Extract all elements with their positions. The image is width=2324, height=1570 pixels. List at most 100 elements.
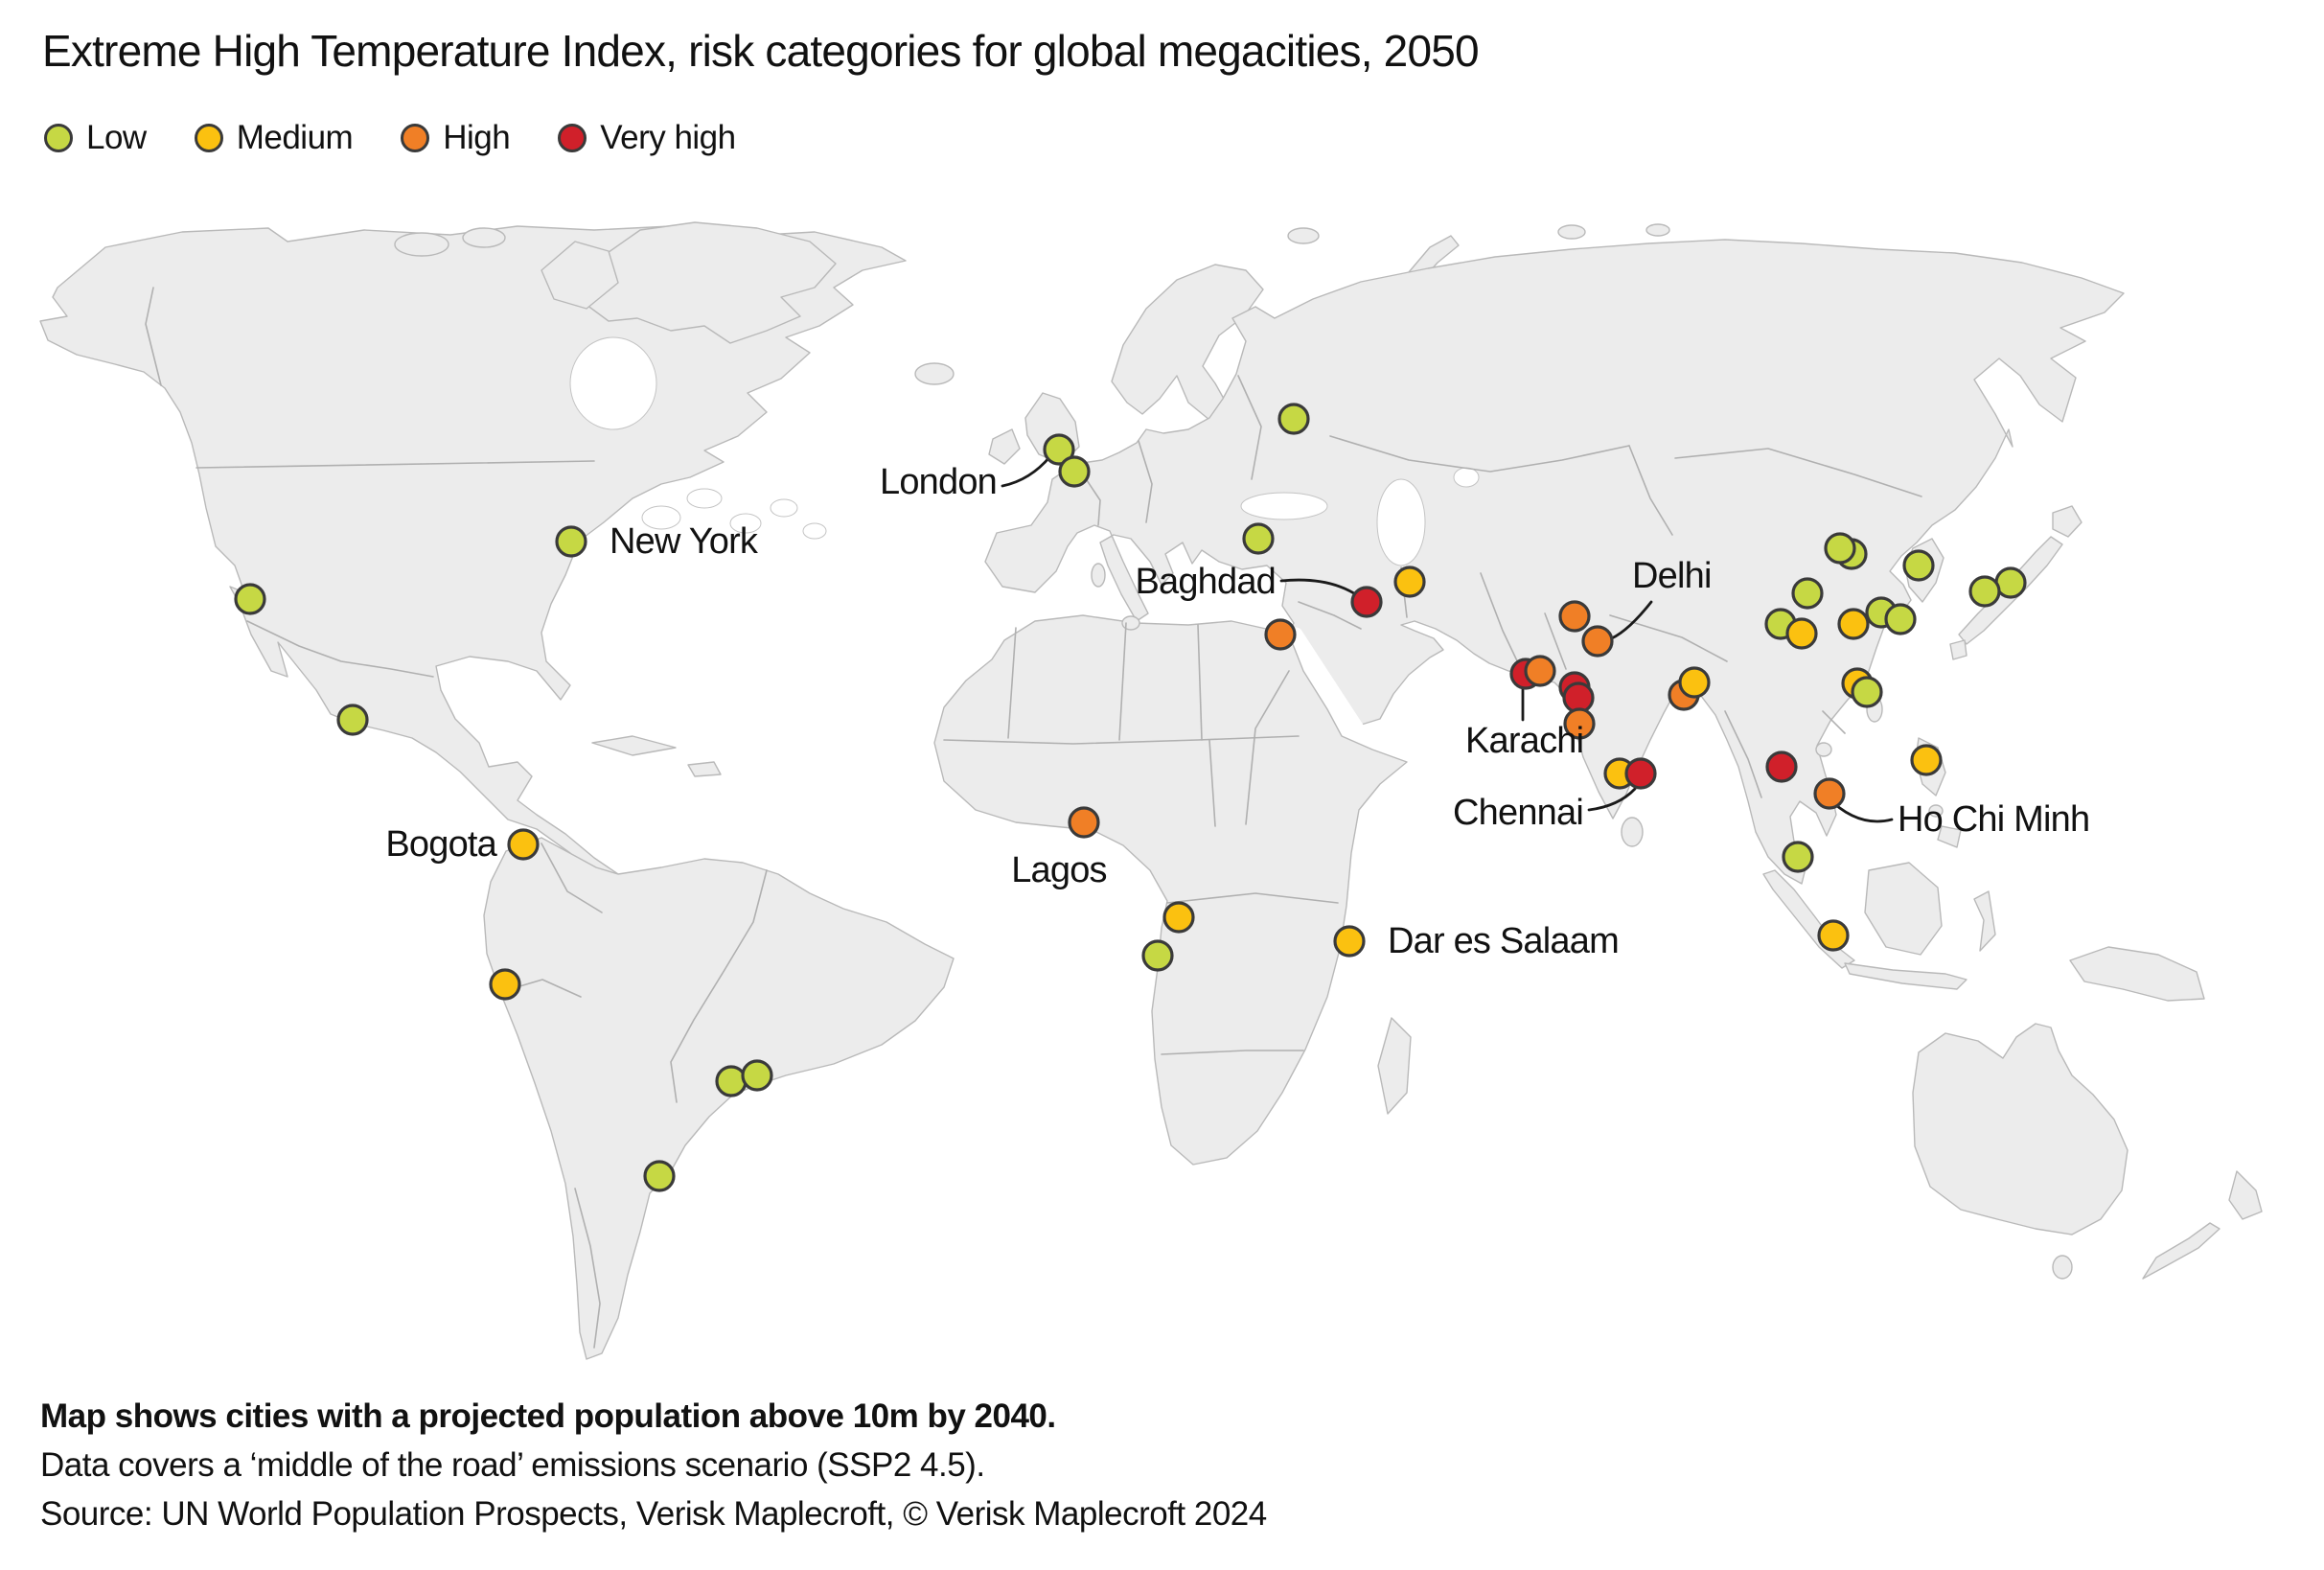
city-dot-dot-03-low [715,1065,748,1097]
city-dot-dot-23-low [1782,841,1814,873]
caspian-sea [1376,478,1426,566]
island-java [1844,962,1967,990]
city-dot-dot-11-high [1264,618,1297,651]
great-lake [770,498,798,518]
island-sumatra [1762,869,1855,969]
city-dot-dot-30-low [1968,575,2001,608]
city-dot-dot-27-low [1824,532,1856,565]
city-label-chennai: Chennai [1453,793,1583,833]
city-dot-new-york-low [555,525,587,558]
landmass-scandinavia [1111,264,1264,421]
city-dot-dot-36-low [1884,603,1917,635]
island-madagascar [1377,1017,1412,1115]
island-hainan [1815,742,1832,757]
city-dot-delhi-high [1581,625,1614,658]
red-sea [1288,627,1365,736]
great-lake [686,488,723,509]
city-dot-lagos-high [1068,806,1100,839]
hudson-bay [569,336,657,430]
island-hokkaido [2052,505,2082,538]
legend-label-high: High [443,119,511,156]
island-tasmania [2052,1255,2073,1280]
city-dot-dot-06-medium [489,968,521,1001]
island-visayas [1928,804,1944,818]
island-mindanao [1937,825,1962,848]
city-label-dar-es-salaam: Dar es Salaam [1388,921,1619,961]
island-borneo [1864,862,1943,956]
island-new-zealand-south [2142,1222,2220,1280]
city-dot-dot-28-low [1902,549,1935,582]
landmass-south-america [483,837,955,1360]
city-dot-dot-01-low [234,583,266,615]
island-iceland [914,362,955,385]
city-dot-bogota-medium [507,828,540,861]
landmass-australia [1912,1023,2128,1235]
city-dot-dot-22-very_high [1765,750,1798,783]
island-sri-lanka [1621,817,1644,847]
city-dot-dot-38-low [1851,676,1883,708]
city-dot-dot-12-medium [1162,901,1195,934]
water-bodies [569,336,1480,736]
legend-swatch-very-high-icon [558,124,587,152]
island-cuba [591,735,677,756]
city-dot-dar-es-salaam-medium [1333,925,1366,958]
legend-swatch-medium-icon [194,124,223,152]
city-dot-dot-21-medium [1678,666,1711,699]
city-dot-dot-15-high [1524,655,1556,687]
great-lake [802,522,827,540]
footnotes: Map shows cities with a projected popula… [40,1392,1267,1538]
city-dot-dot-08-low [1277,403,1310,435]
footnote-source: Source: UN World Population Prospects, V… [40,1495,1267,1533]
arctic-island [1645,223,1670,237]
island-hispaniola [687,761,722,777]
island-ireland [988,428,1021,465]
island-sulawesi [1973,890,1996,952]
city-dots [234,403,2027,1192]
city-label-ho-chi-minh: Ho Chi Minh [1898,799,2089,840]
legend-item-very-high: Very high [558,119,736,157]
city-label-new-york: New York [610,521,759,562]
great-lake [729,513,762,534]
legend-label-medium: Medium [236,119,354,156]
city-dot-dot-07-low [1058,455,1091,488]
city-label-bogota: Bogota [385,824,497,865]
city-dot-dot-34-medium [1837,608,1870,640]
city-label-karachi: Karachi [1465,721,1583,761]
city-dot-baghdad-very_high [1350,586,1383,618]
arctic-island [394,232,449,257]
city-dot-dot-24-medium [1817,919,1850,952]
arctic-island [462,227,506,248]
legend-label-low: Low [86,119,147,156]
legend-label-very-high: Very high [600,119,736,156]
city-dot-dot-09-low [1242,522,1275,555]
legend-swatch-low-icon [44,124,73,152]
city-dot-dot-14-high [1558,600,1591,633]
city-dot-chennai-very_high [1624,757,1657,790]
city-dot-london-low [1043,433,1075,466]
legend-swatch-high-icon [401,124,430,152]
island-kyushu [1949,639,1967,660]
city-labels: New York Bogota London Baghdad Lagos Dar es S… [385,462,2090,961]
landmass-greenland [586,221,837,344]
legend-item-medium: Medium [194,119,354,157]
legend-item-low: Low [44,119,147,157]
page-title: Extreme High Temperature Index, risk cat… [42,26,1480,76]
city-label-delhi: Delhi [1632,556,1712,596]
callout-line-london [1001,454,1052,488]
city-dot-dot-02-low [336,704,369,736]
city-dot-ho-chi-minh-high [1813,777,1846,810]
country-borders [145,287,1922,1349]
arctic-island [1557,224,1586,240]
arctic-island-baffin [541,241,619,310]
footnote-population: Map shows cities with a projected popula… [40,1397,1056,1435]
landmass-eurasia [984,239,2125,885]
city-label-london: London [880,462,997,502]
island-new-guinea [2069,946,2205,1002]
city-dot-dot-18-high [1563,707,1596,740]
city-dot-dot-04-low [741,1059,773,1092]
landmass-north-america [39,225,907,881]
city-dot-dot-05-low [643,1160,676,1192]
island-new-zealand-north [2228,1170,2263,1220]
city-dot-dot-13-low [1141,939,1174,972]
